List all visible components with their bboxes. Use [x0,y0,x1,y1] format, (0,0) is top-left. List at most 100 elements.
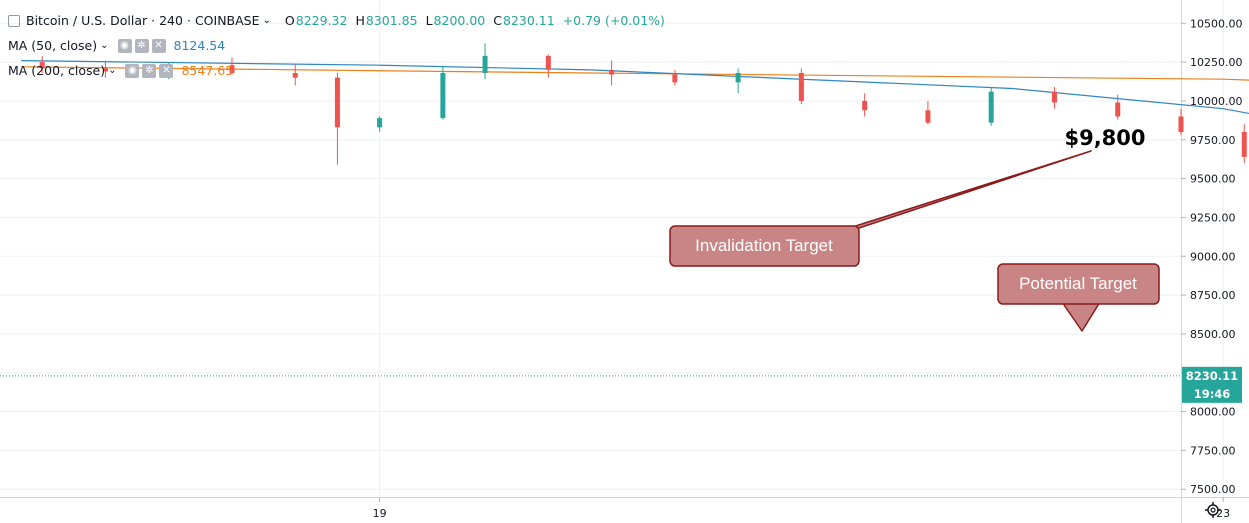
time-axis[interactable]: 192326Oct4710141721 [373,497,1249,520]
candle-body [545,55,551,70]
ohlc-high: 8301.85 [365,13,418,28]
price-tick-label: 9500.00 [1190,173,1236,186]
candle [735,68,741,94]
candle [377,116,383,133]
ma200-row: MA (200, close) ⌄ ◉ ✲ ✕ 8547.65 [8,58,673,83]
ohlc-open: 8229.32 [295,13,348,28]
candle-body [925,110,931,123]
invalidation-callout[interactable]: Invalidation Target [669,150,1092,267]
candle [925,100,931,125]
candle [334,72,340,165]
gear-icon[interactable]: ✲ [134,38,149,53]
ohlc-key-high: H [355,13,365,28]
eye-icon[interactable]: ◉ [125,63,140,78]
candle-body [862,100,868,111]
countdown-value: 19:46 [1194,387,1231,401]
ohlc-low: 8200.00 [433,13,486,28]
candle-body [377,118,383,128]
quote-currency[interactable]: U.S. Dollar [81,13,148,28]
price-tick-label: 9250.00 [1190,211,1236,224]
candle-body [292,72,298,78]
close-icon[interactable]: ✕ [159,63,174,78]
last-price-value: 8230.11 [1186,369,1238,383]
price-tick-label: 10250.00 [1190,56,1243,69]
candle-body [988,91,994,123]
price-tick-label: 8500.00 [1190,328,1236,341]
candle-body [440,72,446,119]
price-tick-label: 7500.00 [1190,483,1236,496]
symbol-name[interactable]: Bitcoin [26,13,69,28]
potential-target-callout[interactable]: Potential Target [997,263,1160,332]
candle [798,68,804,105]
gear-icon[interactable]: ✲ [142,63,157,78]
eye-icon[interactable]: ◉ [117,38,132,53]
candle [482,43,488,80]
ma200-value: 8547.65 [181,63,234,78]
time-tick-label: 19 [373,507,387,520]
ma50-path [21,60,1249,115]
ohlc-key-open: O [284,13,295,28]
candle [609,60,615,86]
price-tick-label: 9000.00 [1190,250,1236,263]
grid [0,0,1224,497]
ohlc-key-low: L [425,13,433,28]
candle-body [39,62,45,69]
price-tick-label: 7750.00 [1190,444,1236,457]
price-tick-label: 9750.00 [1190,134,1236,147]
interval-separator: · [151,13,156,28]
ma50-label[interactable]: MA (50, close) [8,38,98,53]
price-tick-label: 10500.00 [1190,17,1243,30]
exchange[interactable]: COINBASE [194,13,260,28]
target-price-label: $9,800 [1064,126,1145,150]
exchange-separator: · [186,13,191,28]
candle-body [735,72,741,83]
candle-body [482,55,488,73]
candle [545,54,551,78]
candle [39,55,45,73]
price-tick-label: 10000.00 [1190,95,1243,108]
chevron-down-icon[interactable]: ⌄ [108,65,117,76]
ma200-label[interactable]: MA (200, close) [8,63,106,78]
price-axis[interactable]: 10500.00 10250.00 10000.00 9750.00 9500.00 92… [1181,17,1243,496]
interval[interactable]: 240 [159,13,183,28]
candle-body [1051,91,1057,103]
candle-body [1241,132,1247,157]
candle [988,86,994,126]
candle [672,69,678,86]
price-tick-label: 8750.00 [1190,289,1236,302]
potential-pointer [1061,301,1101,332]
candle [1178,108,1184,136]
candle-body [102,68,108,72]
price-change: +0.79 (+0.01%) [562,13,665,28]
close-icon[interactable]: ✕ [151,38,166,53]
invalidation-label: Invalidation Target [695,236,833,255]
invalidation-pointer [842,150,1092,231]
potential-box [997,263,1160,305]
candle [1115,94,1121,120]
settings-gear-icon[interactable] [1205,502,1221,518]
chevron-down-icon[interactable]: ⌄ [100,40,109,51]
candle-body [1178,116,1184,133]
candle [1051,86,1057,109]
ma50-value: 8124.54 [173,38,226,53]
candle [1241,124,1247,164]
potential-label: Potential Target [1019,274,1137,293]
candle [292,63,298,86]
candle-body [798,72,804,101]
candle [229,57,235,75]
collapse-icon[interactable] [8,14,20,27]
candle [862,93,868,117]
ohlc-key-close: C [493,13,502,28]
ohlc-close: 8230.11 [502,13,555,28]
invalidation-box [669,225,860,267]
legend: Bitcoin / U.S. Dollar · 240 · COINBASE ⌄… [8,8,673,83]
price-tick-label: 8000.00 [1190,406,1236,419]
ma50-line [21,60,1249,115]
symbol-separator: / [72,13,78,28]
candle-body [334,77,340,128]
chevron-down-icon[interactable]: ⌄ [262,15,271,26]
candle [440,66,446,120]
symbol-row: Bitcoin / U.S. Dollar · 240 · COINBASE ⌄… [8,8,673,33]
ma50-row: MA (50, close) ⌄ ◉ ✲ ✕ 8124.54 [8,33,673,58]
